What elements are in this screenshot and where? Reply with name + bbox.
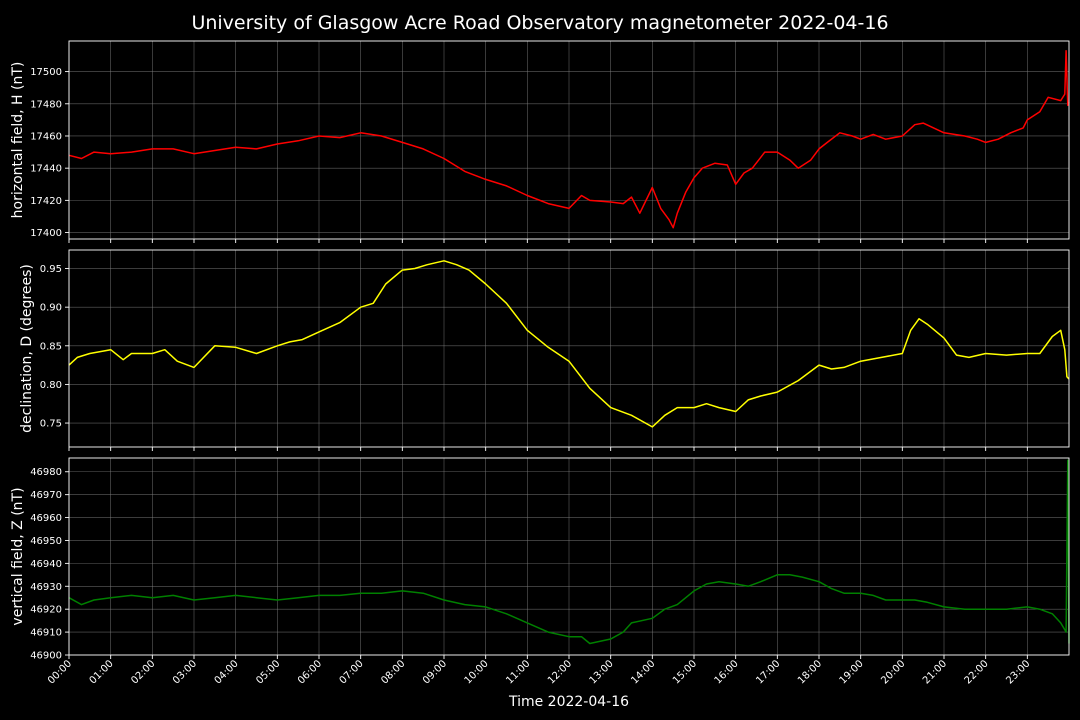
y-tick-label: 46940: [30, 559, 62, 570]
y-tick-label: 46900: [30, 651, 62, 662]
y-tick-label: 46970: [30, 490, 62, 501]
y-tick-label: 46950: [30, 536, 62, 547]
panel-frame: [68, 457, 1070, 656]
y-tick-label: 17480: [30, 99, 62, 110]
series-line-3: [68, 459, 1070, 645]
y-tick-label: 0.75: [40, 419, 62, 430]
y-tick-label: 0.95: [40, 264, 62, 275]
y-tick-label: 0.80: [40, 380, 62, 391]
y-tick-label: 46930: [30, 582, 62, 593]
panel-3: 46900 46910 46920 46930 46940 46950 46960 46970…: [10, 457, 1070, 662]
y-tick-label: 17460: [30, 131, 62, 142]
y-tick-label: 17500: [30, 67, 62, 78]
y-tick-label: 46910: [30, 628, 62, 639]
chart-title: University of Glasgow Acre Road Observat…: [191, 12, 888, 34]
series-line-1: [68, 49, 1070, 229]
panel-1: 17400 17420 17440 17460 17480 17500 horizontal…: [10, 40, 1070, 243]
y-tick-label: 17440: [30, 164, 62, 175]
panel-frame: [68, 249, 1070, 448]
y-tick-label: 46980: [30, 467, 62, 478]
series-line-2: [68, 260, 1070, 428]
x-axis-label: Time 2022-04-16: [508, 694, 629, 710]
y-axis-label: declination, D (degrees): [19, 264, 35, 433]
panels-group: 17400 17420 17440 17460 17480 17500 horizontal…: [10, 40, 1070, 662]
y-tick-label: 17420: [30, 196, 62, 207]
y-axis-label: vertical field, Z (nT): [10, 487, 26, 625]
y-tick-label: 0.90: [40, 303, 62, 314]
y-tick-label: 46960: [30, 513, 62, 524]
panel-2: 0.75 0.80 0.85 0.90 0.95 declination, D (degr…: [19, 249, 1070, 451]
y-tick-label: 0.85: [40, 341, 62, 352]
y-axis-label: horizontal field, H (nT): [10, 62, 26, 219]
y-tick-label: 46920: [30, 605, 62, 616]
panel-frame: [68, 40, 1070, 240]
y-tick-label: 17400: [30, 228, 62, 239]
